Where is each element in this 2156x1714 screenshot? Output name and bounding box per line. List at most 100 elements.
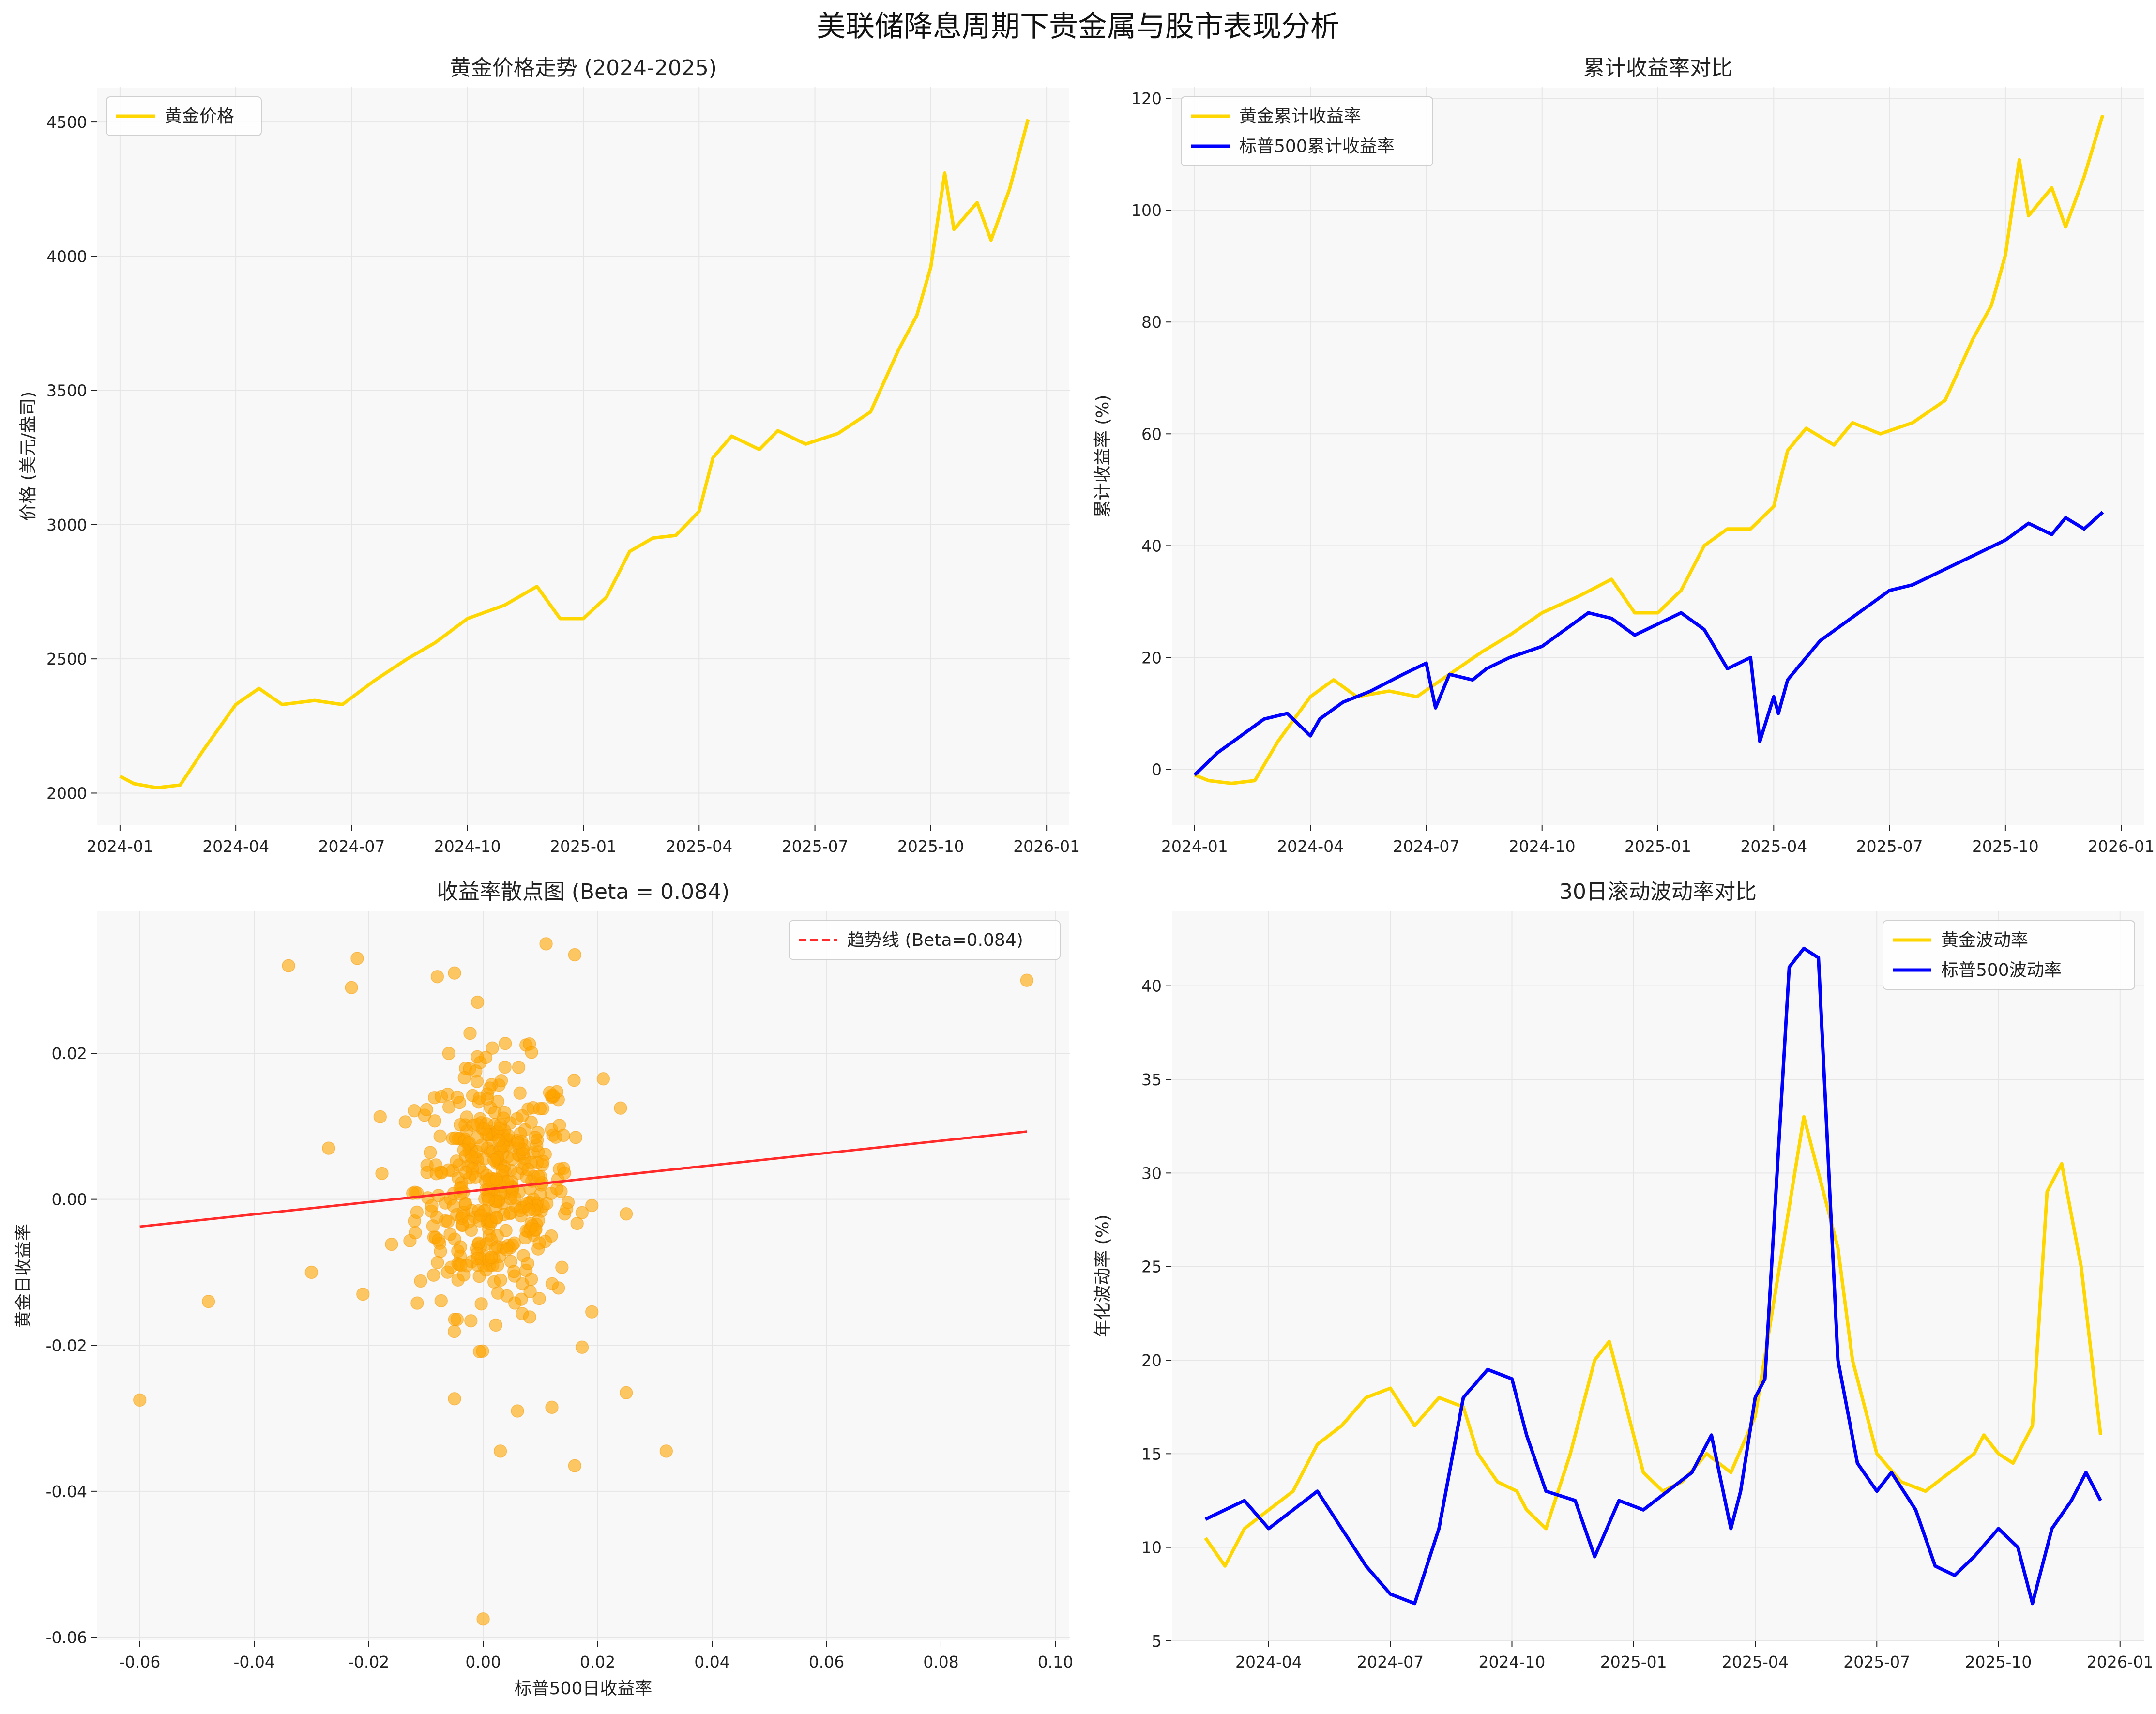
scatter-point: [521, 1163, 535, 1177]
panel-title: 30日滚动波动率对比: [1559, 880, 1757, 904]
scatter-point: [549, 1130, 562, 1144]
scatter-point: [448, 966, 461, 980]
scatter-point: [529, 1223, 543, 1236]
scatter-point: [431, 1256, 444, 1270]
scatter-point: [375, 1167, 389, 1181]
scatter-point: [345, 981, 358, 995]
legend-box: [789, 920, 1061, 960]
scatter-point: [472, 1345, 486, 1358]
y-tick-label: 3000: [46, 516, 87, 534]
scatter-point: [558, 1166, 571, 1180]
scatter-point: [414, 1274, 427, 1288]
y-tick-label: 100: [1131, 201, 1162, 220]
x-tick-label: 2025-07: [1843, 1653, 1910, 1671]
scatter-point: [659, 1444, 673, 1458]
scatter-point: [442, 1100, 456, 1114]
x-tick-label: 0.06: [809, 1653, 844, 1671]
y-axis-label: 累计收益率 (%): [1093, 395, 1113, 518]
scatter-point: [511, 1136, 525, 1150]
x-tick-label: 2024-04: [1277, 837, 1344, 856]
y-tick-label: 30: [1141, 1164, 1162, 1183]
x-tick-label: -0.02: [348, 1653, 389, 1671]
x-tick-label: 2024-01: [87, 837, 153, 856]
series-line-1: [1204, 946, 2102, 1606]
y-tick-label: 35: [1141, 1070, 1162, 1089]
scatter-point: [447, 1324, 461, 1338]
series-line-0: [1204, 1115, 2103, 1568]
scatter-point: [398, 1115, 412, 1129]
scatter-point: [451, 1090, 464, 1104]
x-tick-label: 2025-04: [666, 837, 732, 856]
scatter-point: [545, 1277, 559, 1290]
x-tick-label: 2025-07: [782, 837, 849, 856]
x-tick-label: 2025-10: [1965, 1653, 2032, 1671]
y-tick-label: 20: [1141, 648, 1162, 667]
scatter-point: [434, 1090, 448, 1104]
panel-title: 收益率散点图 (Beta = 0.084): [437, 880, 730, 904]
scatter-point: [472, 1270, 486, 1283]
scatter-point: [483, 1081, 497, 1095]
scatter-point: [471, 1251, 484, 1265]
scatter-point: [500, 1243, 514, 1257]
scatter-point: [499, 1036, 512, 1050]
scatter-point: [512, 1061, 526, 1074]
scatter-point: [508, 1296, 522, 1310]
y-tick-label: 120: [1131, 89, 1162, 108]
scatter-point: [472, 1091, 486, 1105]
scatter-point: [448, 1392, 461, 1406]
scatter-point: [487, 1153, 501, 1167]
scatter-point: [505, 1152, 519, 1166]
x-tick-label: -0.06: [119, 1653, 160, 1671]
scatter-point: [523, 1310, 537, 1324]
legend-box: [1181, 96, 1433, 166]
y-axis-label: 价格 (美元/盎司): [18, 392, 38, 521]
legend-entry: 趋势线 (Beta=0.084): [847, 930, 1023, 950]
scatter-point: [569, 1131, 583, 1144]
scatter-point: [451, 1273, 465, 1287]
scatter-point: [482, 1193, 495, 1207]
y-tick-label: 25: [1141, 1258, 1162, 1276]
y-tick-label: 2000: [46, 784, 87, 803]
scatter-point: [528, 1131, 542, 1144]
y-tick-label: 40: [1141, 536, 1162, 555]
scatter-point: [454, 1258, 468, 1272]
x-tick-label: 2025-10: [1972, 837, 2039, 856]
scatter-point: [450, 1313, 464, 1326]
scatter-point: [1020, 973, 1034, 987]
trendline: [139, 1130, 1027, 1228]
scatter-point: [523, 1285, 537, 1299]
x-tick-label: 2025-01: [550, 837, 617, 856]
scatter-point: [522, 1203, 536, 1217]
y-tick-label: 4000: [46, 247, 87, 266]
scatter-point: [533, 1102, 547, 1116]
series-line-1: [1193, 511, 2104, 776]
scatter-point: [568, 1459, 582, 1472]
scatter-point: [471, 1118, 485, 1132]
scatter-point: [441, 1214, 455, 1229]
y-tick-label: 20: [1141, 1351, 1162, 1370]
x-tick-label: 2024-01: [1161, 837, 1228, 856]
scatter-point: [524, 1273, 538, 1286]
x-tick-label: 2024-04: [202, 837, 269, 856]
figure-suptitle: 美联储降息周期下贵金属与股市表现分析: [817, 10, 1339, 44]
scatter-point: [614, 1101, 627, 1115]
legend-box: [1883, 920, 2135, 990]
y-tick-label: 3500: [46, 381, 87, 400]
scatter-point: [428, 1114, 441, 1128]
y-tick-label: 0.02: [52, 1044, 87, 1063]
scatter-point: [494, 1074, 508, 1088]
y-axis-label: 黄金日收益率: [14, 1224, 33, 1328]
legend-entry: 黄金累计收益率: [1239, 106, 1361, 126]
scatter-point: [585, 1305, 599, 1319]
x-tick-label: 2026-01: [2087, 1653, 2154, 1671]
scatter-point: [490, 1229, 504, 1243]
scatter-point: [507, 1265, 521, 1278]
x-axis-label: 标普500日收益率: [515, 1679, 653, 1699]
scatter-point: [427, 1268, 440, 1282]
scatter-point: [570, 1216, 584, 1230]
scatter-point: [515, 1109, 529, 1123]
scatter-point: [429, 1158, 443, 1172]
scatter-point: [451, 1244, 465, 1258]
x-tick-label: 2024-07: [318, 837, 385, 856]
scatter-point: [282, 959, 295, 972]
